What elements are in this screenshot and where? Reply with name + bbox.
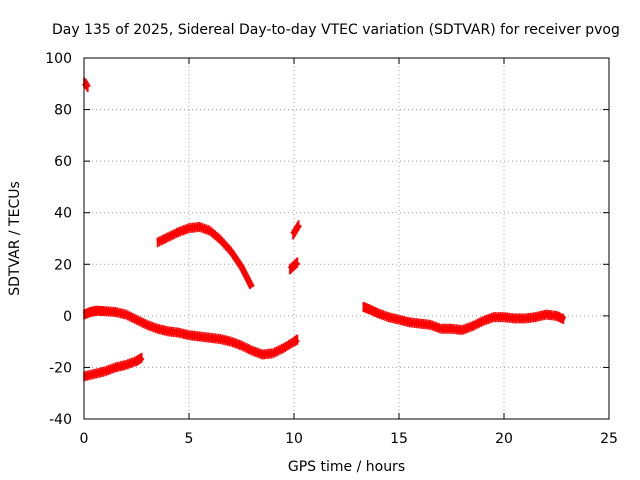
y-axis-label: SDTVAR / TECUs — [7, 181, 23, 296]
x-tick-label: 15 — [390, 431, 408, 447]
series-arc-short-1 — [287, 257, 301, 275]
y-tick-label: 20 — [54, 257, 72, 273]
x-axis-label: GPS time / hours — [288, 459, 405, 475]
y-tick-label: 80 — [54, 103, 72, 119]
series-arc-short-2 — [290, 220, 302, 240]
y-tick-label: -20 — [49, 360, 72, 376]
chart-title: Day 135 of 2025, Sidereal Day-to-day VTE… — [52, 22, 620, 38]
series-arc-main-1 — [82, 305, 300, 360]
x-tick-label: 25 — [600, 431, 618, 447]
x-tick-label: 10 — [285, 431, 303, 447]
plot-frame — [83, 57, 610, 420]
x-tick-label: 0 — [80, 431, 89, 447]
series-arc-hump — [156, 221, 255, 290]
y-tick-label: 0 — [63, 309, 72, 325]
x-tick-label: 20 — [495, 431, 513, 447]
data-layer — [82, 77, 567, 382]
y-tick-label: -40 — [49, 412, 72, 428]
series-arc-low — [83, 352, 145, 382]
x-tick-label: 5 — [185, 431, 194, 447]
y-tick-label: 40 — [54, 206, 72, 222]
y-tick-label: 100 — [45, 51, 72, 67]
series-arc-main-2 — [362, 301, 567, 336]
grid — [84, 58, 609, 419]
series-arc-high-start — [82, 77, 91, 93]
y-tick-label: 60 — [54, 154, 72, 170]
axis-ticks: 0 5 10 15 20 25 -40 -20 0 20 40 60 80 100 — [45, 51, 618, 447]
